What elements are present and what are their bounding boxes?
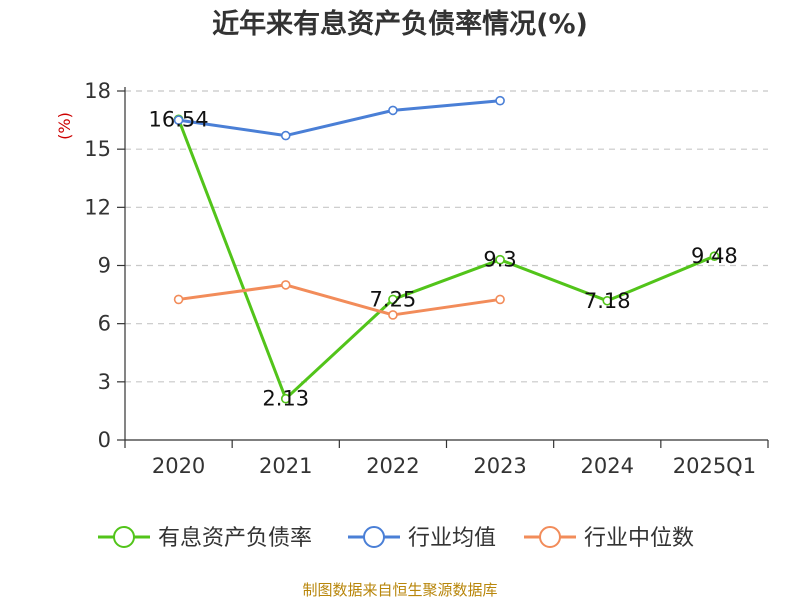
y-tick-label: 12 — [84, 195, 111, 219]
data-point — [173, 294, 184, 305]
data-point — [709, 251, 720, 261]
legend-label: 行业中位数 — [584, 526, 694, 551]
axes: 0 3 6 9 12 15 18 2020 2021 2022 2023 2024 2025Q1 — [84, 79, 769, 478]
y-tick-label: 3 — [98, 370, 111, 394]
data-point — [388, 310, 398, 320]
source-note: 制图数据来自恒生聚源数据库 — [302, 581, 497, 599]
series-line-2 — [178, 99, 501, 138]
data-point — [495, 95, 505, 106]
x-tick-label: 2021 — [259, 454, 312, 478]
x-tick-label: 2023 — [473, 454, 526, 478]
legend-marker — [539, 526, 561, 548]
data-point — [280, 280, 291, 290]
series-layer — [173, 95, 720, 404]
x-tick-label: 2025Q1 — [673, 454, 756, 478]
legend-label: 行业均值 — [408, 526, 496, 551]
data-label: 9.48 — [691, 244, 738, 268]
grid-lines — [125, 90, 768, 383]
data-label: 7.18 — [584, 289, 631, 313]
data-point — [173, 115, 184, 125]
chart-title: 近年来有息资产负债率情况(%) — [212, 8, 588, 40]
data-point — [602, 295, 613, 306]
y-tick-label: 15 — [84, 137, 111, 161]
data-point — [495, 294, 505, 305]
legend-marker — [363, 526, 385, 548]
data-labels: 16.54 2.13 7.25 9.3 7.18 9.48 — [149, 107, 738, 410]
x-tick-label: 2024 — [581, 454, 634, 478]
data-label: 2.13 — [262, 387, 309, 411]
data-point — [388, 294, 398, 305]
y-tick-label: 6 — [98, 312, 111, 336]
data-label: 7.25 — [370, 287, 417, 311]
data-point — [495, 254, 505, 265]
y-tick-label: 18 — [84, 79, 111, 103]
series-line-1 — [177, 118, 715, 401]
series-line-3 — [178, 283, 501, 317]
legend: 有息资产负债率 行业均值 行业中位数 — [98, 526, 694, 551]
y-axis-label: (%) — [55, 112, 74, 140]
legend-label: 有息资产负债率 — [158, 526, 312, 551]
y-tick-label: 0 — [98, 428, 111, 452]
data-point — [280, 393, 291, 404]
data-point — [388, 105, 398, 116]
data-point — [280, 130, 291, 141]
data-label: 9.3 — [483, 248, 516, 272]
x-tick-label: 2022 — [366, 454, 419, 478]
x-tick-label: 2020 — [152, 454, 205, 478]
data-label: 16.54 — [149, 107, 209, 131]
legend-marker — [113, 526, 135, 548]
y-tick-label: 9 — [98, 254, 111, 278]
